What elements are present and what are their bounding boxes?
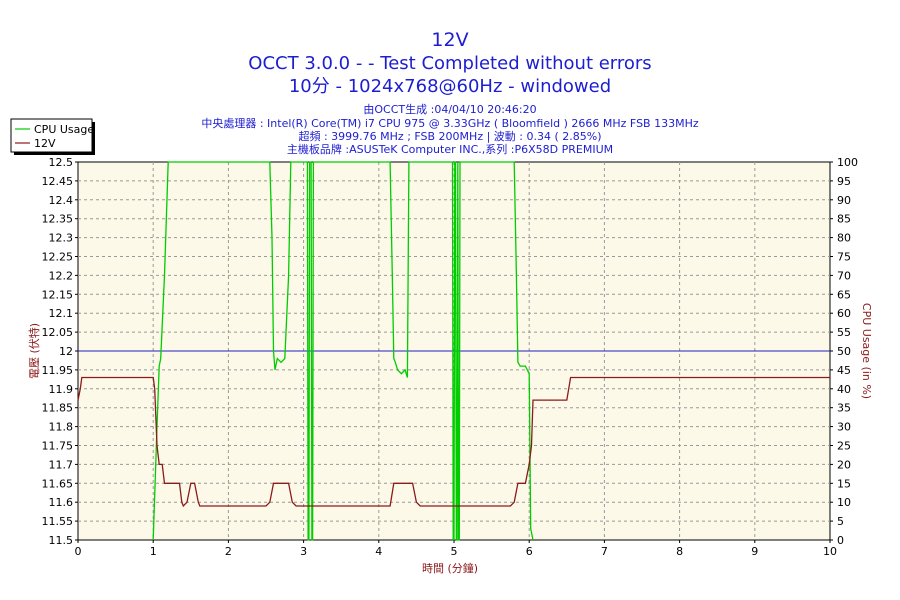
- y-tick-label: 12.35: [42, 213, 74, 226]
- x-axis-label: 時間 (分鐘): [422, 561, 478, 575]
- y2-axis-label: CPU Usage (in %): [860, 303, 873, 399]
- y2-tick-label: 75: [837, 251, 851, 264]
- y-tick-label: 11.9: [49, 383, 74, 396]
- y2-tick-label: 0: [837, 534, 844, 547]
- x-tick-label: 7: [601, 545, 608, 558]
- x-tick-label: 3: [300, 545, 307, 558]
- y2-tick-label: 70: [837, 269, 851, 282]
- info-line-2: 中央處理器 : Intel(R) Core(TM) i7 CPU 975 @ 3…: [201, 116, 699, 130]
- y-tick-label: 11.55: [42, 515, 74, 528]
- x-tick-label: 5: [451, 545, 458, 558]
- legend: CPU Usage 12V: [10, 118, 95, 155]
- info-line-4: 主機板品牌 :ASUSTeK Computer INC.,系列 :P6X58D …: [287, 142, 613, 156]
- legend-box: [10, 118, 93, 153]
- y2-tick-label: 95: [837, 175, 851, 188]
- y2-tick-label: 10: [837, 496, 851, 509]
- y2-tick-label: 20: [837, 458, 851, 471]
- y-tick-label: 12.2: [49, 269, 74, 282]
- y-tick-label: 11.85: [42, 402, 74, 415]
- y-tick-label: 12.5: [49, 156, 74, 169]
- x-tick-label: 6: [526, 545, 533, 558]
- y-tick-label: 11.5: [49, 534, 74, 547]
- y2-tick-label: 45: [837, 364, 851, 377]
- chart-subtitle-2: 10分 - 1024x768@60Hz - windowed: [289, 76, 611, 97]
- y2-tick-label: 35: [837, 402, 851, 415]
- y2-tick-label: 65: [837, 288, 851, 301]
- series-group: [77, 161, 830, 541]
- y2-tick-label: 40: [837, 383, 851, 396]
- y-tick-label: 12.45: [42, 175, 74, 188]
- info-line-3: 超頻 : 3999.76 MHz ; FSB 200MHz | 波動 : 0.3…: [298, 129, 601, 143]
- y-tick-label: 12: [59, 345, 73, 358]
- y-tick-label: 12.15: [42, 288, 74, 301]
- info-line-1: 由OCCT生成 :04/04/10 20:46:20: [363, 102, 536, 116]
- y-tick-label: 12.3: [49, 232, 74, 245]
- y-tick-label: 11.75: [42, 440, 74, 453]
- legend-label-cpu-usage: CPU Usage: [34, 123, 94, 136]
- y2-tick-label: 30: [837, 421, 851, 434]
- ticks-group: 0 1 2 3 4 5 6 7 8 9 1011.511.5511.611.6511.711.751…: [42, 156, 859, 558]
- x-tick-label: 8: [676, 545, 683, 558]
- y-tick-label: 12.1: [49, 307, 74, 320]
- x-tick-label: 0: [75, 545, 82, 558]
- y2-tick-label: 55: [837, 326, 851, 339]
- series-line-12v: [77, 376, 830, 508]
- x-tick-label: 1: [150, 545, 157, 558]
- y2-tick-label: 25: [837, 440, 851, 453]
- y2-tick-label: 90: [837, 194, 851, 207]
- y2-tick-label: 100: [837, 156, 858, 169]
- y-tick-label: 11.65: [42, 477, 74, 490]
- y-tick-label: 11.8: [49, 421, 74, 434]
- legend-label-12v: 12V: [34, 137, 56, 150]
- y2-tick-label: 50: [837, 345, 851, 358]
- y-tick-label: 11.7: [49, 458, 74, 471]
- y2-tick-label: 85: [837, 213, 851, 226]
- y-tick-label: 11.6: [49, 496, 74, 509]
- y-tick-label: 12.4: [49, 194, 74, 207]
- y-tick-label: 11.95: [42, 364, 74, 377]
- x-tick-label: 9: [751, 545, 758, 558]
- y2-tick-label: 80: [837, 232, 851, 245]
- y2-tick-label: 5: [837, 515, 844, 528]
- x-tick-label: 10: [823, 545, 837, 558]
- x-tick-label: 2: [225, 545, 232, 558]
- x-tick-label: 4: [375, 545, 382, 558]
- chart-title: 12V: [431, 29, 468, 51]
- y2-tick-label: 60: [837, 307, 851, 320]
- series-line-cpu-usage: [152, 161, 534, 541]
- y-tick-label: 12.25: [42, 251, 74, 264]
- y2-tick-label: 15: [837, 477, 851, 490]
- chart-subtitle-1: OCCT 3.0.0 - - Test Completed without er…: [248, 53, 651, 74]
- y-axis-label: 電壓 (伏特): [27, 323, 41, 379]
- y-tick-label: 12.05: [42, 326, 74, 339]
